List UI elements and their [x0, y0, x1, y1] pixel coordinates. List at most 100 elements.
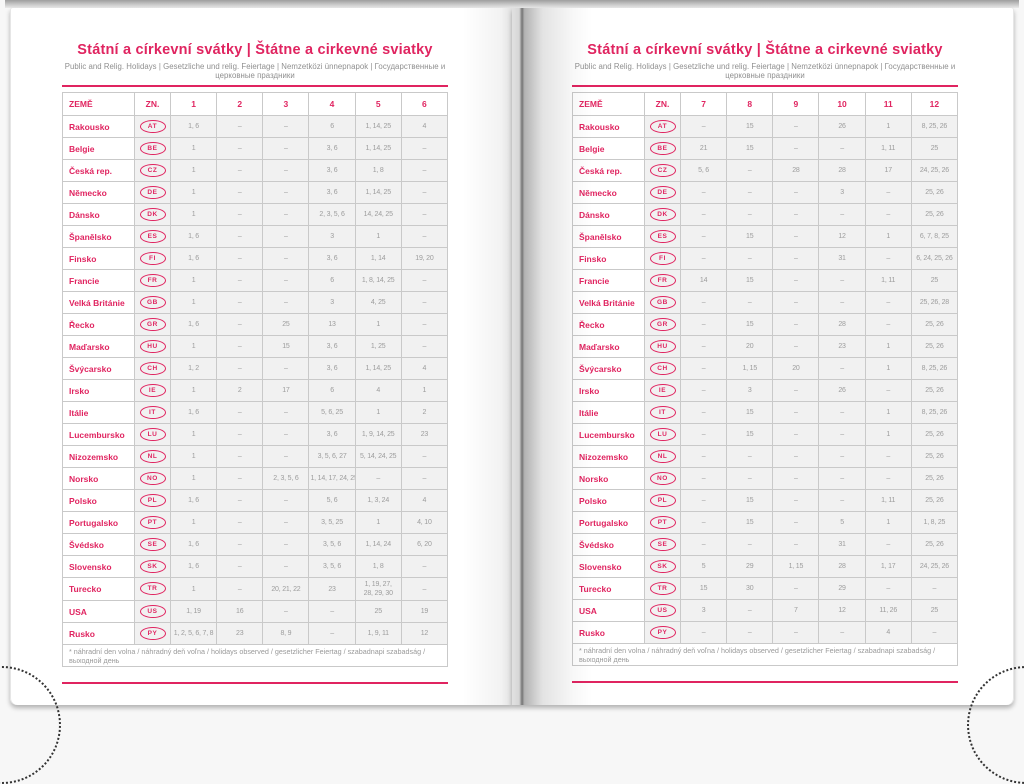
- month-value-cell: 25: [354, 600, 402, 624]
- country-code-badge: SE: [649, 537, 676, 551]
- month-value-cell: –: [772, 115, 820, 138]
- header-month: 2: [216, 92, 264, 116]
- month-value-cell: –: [216, 115, 264, 138]
- month-value-cell: –: [679, 379, 728, 402]
- month-value-cell: –: [216, 181, 264, 204]
- month-value-cell: 28: [772, 159, 820, 182]
- country-code-cell: TR: [134, 576, 171, 602]
- month-value-cell: 2: [400, 401, 449, 424]
- table-row: Itálie IT –15– –1 8, 25, 26: [572, 401, 959, 424]
- country-code-cell: IE: [644, 379, 681, 402]
- month-value-cell: 31: [818, 533, 866, 556]
- month-value-cell: 1: [169, 269, 218, 292]
- header-month: 3: [262, 92, 310, 116]
- month-value-cell: 23: [400, 423, 449, 446]
- month-value-cell: 12: [818, 599, 866, 622]
- holiday-table-container-right: ZEMĚ ZN. 7 8 9 10 11 12 Rakousko AT –15–26 1 8, 25, …: [572, 92, 959, 666]
- month-value-cell: 26: [818, 379, 866, 402]
- month-value-cell: –: [216, 247, 264, 270]
- holiday-table-container-left: ZEMĚ ZN. 1 2 3 4 5 6 Rakousko AT 1, 6– –6 1, 14, 25 4…: [62, 92, 449, 668]
- month-value-cell: –: [400, 269, 449, 292]
- month-value-cell: 3, 6: [308, 181, 356, 204]
- month-value-cell: –: [400, 555, 449, 578]
- month-value-cell: –: [818, 423, 866, 446]
- country-code-cell: PT: [644, 511, 681, 534]
- month-value-cell: –: [308, 622, 356, 646]
- month-value-cell: –: [818, 291, 866, 314]
- month-value-cell: 24, 25, 26: [910, 159, 959, 182]
- table-row: Švédsko SE 1, 6– –3, 5, 6 1, 14, 24 6, 20: [62, 533, 449, 556]
- country-name: Irsko: [62, 379, 135, 402]
- month-value-cell: –: [726, 445, 774, 468]
- country-code-cell: ES: [134, 225, 171, 248]
- country-code-badge: PT: [139, 515, 166, 529]
- month-value-cell: 3, 6: [308, 357, 356, 380]
- month-value-cell: 1, 11: [864, 137, 912, 160]
- page-right: Státní a církevní svátky | Štátne a cirk…: [512, 8, 1014, 705]
- table-row: Turecko TR 1–20, 21, 22 23 1, 19, 27, 28, 29…: [62, 576, 449, 602]
- country-code-cell: GR: [644, 313, 681, 336]
- month-value-cell: 3: [679, 599, 728, 622]
- month-value-cell: –: [726, 203, 774, 226]
- month-value-cell: –: [772, 313, 820, 336]
- country-code-badge: CH: [139, 361, 166, 375]
- country-code-badge: FI: [139, 251, 166, 265]
- month-value-cell: 1: [354, 225, 402, 248]
- month-value-cell: –: [262, 181, 310, 204]
- month-value-cell: –: [679, 423, 728, 446]
- month-value-cell: –: [772, 533, 820, 556]
- month-value-cell: 20: [772, 357, 820, 380]
- country-code-cell: GR: [134, 313, 171, 336]
- country-code-badge: NO: [139, 471, 166, 485]
- country-name: Irsko: [572, 379, 645, 402]
- month-value-cell: 23: [216, 622, 264, 646]
- country-code-cell: PL: [644, 489, 681, 512]
- month-value-cell: –: [864, 203, 912, 226]
- month-value-cell: 1, 14, 25: [354, 181, 402, 204]
- month-value-cell: 4: [354, 379, 402, 402]
- month-value-cell: –: [910, 621, 959, 644]
- country-code-cell: CZ: [644, 159, 681, 182]
- table-row: Česká rep. CZ 1– –3, 6 1, 8–: [62, 159, 449, 182]
- month-value-cell: –: [772, 335, 820, 358]
- month-value-cell: 1, 6: [169, 115, 218, 138]
- table-row: Francie FR 14 15– –1, 11 25: [572, 269, 959, 292]
- month-value-cell: –: [216, 203, 264, 226]
- country-code-cell: AT: [644, 115, 681, 138]
- month-value-cell: –: [772, 247, 820, 270]
- country-name: Slovensko: [62, 555, 135, 578]
- country-name: Švýcarsko: [62, 357, 135, 380]
- month-value-cell: –: [772, 225, 820, 248]
- country-name: Lucembursko: [62, 423, 135, 446]
- footnote-row: * náhradní den volna / náhradný deň voľn…: [62, 644, 448, 668]
- country-name: Dánsko: [572, 203, 645, 226]
- country-code-badge: SK: [649, 559, 676, 573]
- month-value-cell: 6: [308, 115, 356, 138]
- month-value-cell: 8, 25, 26: [910, 115, 959, 138]
- month-value-cell: –: [262, 203, 310, 226]
- month-value-cell: –: [726, 599, 774, 622]
- page-top-edge-shadow: [5, 0, 1019, 8]
- month-value-cell: 24, 25, 26: [910, 555, 959, 578]
- country-code-cell: FR: [134, 269, 171, 292]
- month-value-cell: 1: [169, 137, 218, 160]
- country-code-cell: NO: [644, 467, 681, 490]
- country-code-cell: CH: [134, 357, 171, 380]
- month-value-cell: 5, 6, 25: [308, 401, 356, 424]
- country-code-cell: PY: [644, 621, 681, 644]
- month-value-cell: –: [864, 313, 912, 336]
- month-value-cell: 1: [169, 181, 218, 204]
- month-value-cell: 14: [679, 269, 728, 292]
- month-value-cell: –: [262, 137, 310, 160]
- country-code-cell: CZ: [134, 159, 171, 182]
- month-value-cell: 1, 14, 25: [354, 137, 402, 160]
- month-value-cell: 8, 25, 26: [910, 401, 959, 424]
- country-code-badge: SE: [139, 537, 166, 551]
- month-value-cell: 1: [864, 511, 912, 534]
- country-name: Portugalsko: [62, 511, 135, 534]
- country-code-badge: BE: [649, 141, 676, 155]
- country-name: Dánsko: [62, 203, 135, 226]
- month-value-cell: –: [216, 489, 264, 512]
- month-value-cell: –: [400, 225, 449, 248]
- table-row: Velká Británie GB – – – – –25, 26, 28: [572, 291, 959, 314]
